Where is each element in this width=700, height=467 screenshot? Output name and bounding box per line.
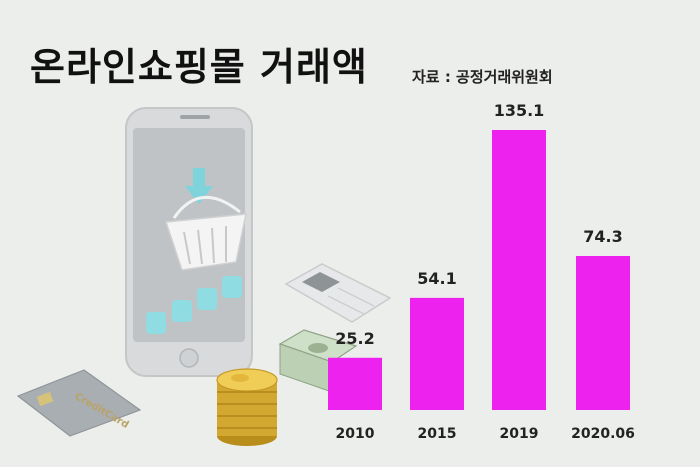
data-label-2019: 135.1 (494, 101, 545, 120)
category-label-2020.06: 2020.06 (571, 426, 635, 442)
calculator-icon (284, 263, 392, 323)
bar-2020.06 (576, 256, 630, 410)
bar-2010 (328, 357, 382, 410)
category-label-2019: 2019 (500, 426, 539, 442)
download-arrow-icon (185, 168, 213, 204)
source-note: 자료 : 공정거래위원회 (412, 68, 553, 86)
category-label-2015: 2015 (418, 426, 457, 442)
coin-stack-icon (216, 368, 278, 446)
data-label-2020.06: 74.3 (583, 227, 622, 246)
bar-2019 (492, 130, 546, 410)
chart-title: 온라인쇼핑몰 거래액 (30, 45, 368, 89)
data-label-2010: 25.2 (335, 329, 374, 348)
shopping-basket-icon (164, 196, 247, 271)
credit-card-icon: CreditCard (16, 369, 142, 437)
app-icons-row (146, 276, 242, 334)
data-label-2015: 54.1 (417, 269, 456, 288)
bar-2015 (410, 297, 464, 410)
category-label-2010: 2010 (336, 426, 375, 442)
